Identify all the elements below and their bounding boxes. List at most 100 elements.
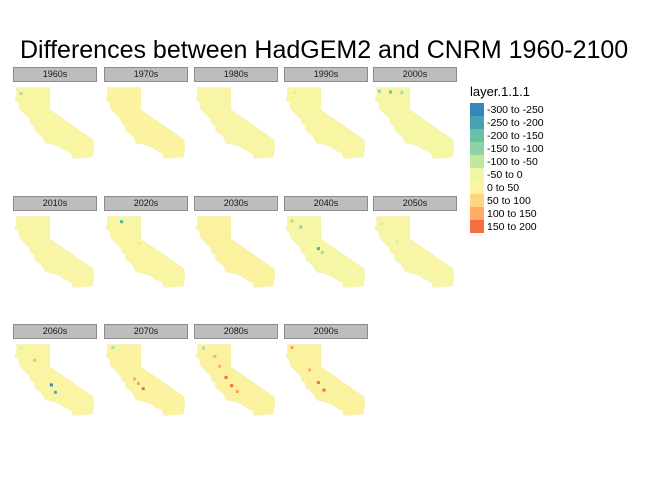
state-region (195, 216, 276, 288)
legend-item: -150 to -100 (470, 142, 544, 155)
map-panel-2060s: 2060s (13, 324, 97, 436)
difference-cell (230, 384, 234, 388)
legend-item: -50 to 0 (470, 168, 544, 181)
california-map (374, 216, 455, 288)
difference-cell (292, 91, 296, 95)
difference-cell (19, 92, 23, 95)
legend-item: -200 to -150 (470, 129, 544, 142)
california-map (195, 344, 276, 416)
state-region (14, 87, 95, 159)
difference-cell (53, 390, 57, 394)
california-map (14, 87, 95, 159)
map-panel-2050s: 2050s (373, 196, 457, 308)
difference-cell (290, 346, 294, 349)
map-panel-2040s: 2040s (284, 196, 368, 308)
difference-cell (235, 390, 239, 394)
california-map (374, 87, 455, 159)
california-map (195, 87, 276, 159)
state-region (105, 87, 186, 159)
california-map (105, 344, 186, 416)
map-panel-2020s: 2020s (104, 196, 188, 308)
legend-swatch (470, 103, 484, 116)
legend-item: -300 to -250 (470, 103, 544, 116)
legend-swatch (470, 194, 484, 207)
panel-strip-label: 1980s (194, 67, 278, 82)
difference-cell (137, 241, 141, 245)
difference-cell (322, 388, 326, 392)
legend-swatch (470, 129, 484, 142)
difference-cell (316, 247, 320, 251)
state-region (285, 216, 366, 288)
legend-item: -250 to -200 (470, 116, 544, 129)
panel-strip-label: 1970s (104, 67, 188, 82)
panel-strip-label: 2070s (104, 324, 188, 339)
map-panel-2010s: 2010s (13, 196, 97, 308)
legend-swatch (470, 220, 484, 233)
figure-title: Differences between HadGEM2 and CNRM 196… (20, 36, 629, 64)
state-region (285, 344, 366, 416)
panel-strip-label: 2030s (194, 196, 278, 211)
difference-cell (213, 355, 217, 358)
legend-item: -100 to -50 (470, 155, 544, 168)
california-map (195, 216, 276, 288)
map-panel-1980s: 1980s (194, 67, 278, 179)
california-map (105, 87, 186, 159)
california-map (285, 344, 366, 416)
panel-strip-label: 1990s (284, 67, 368, 82)
legend-title: layer.1.1.1 (470, 84, 530, 99)
difference-cell (395, 240, 399, 244)
difference-cell (400, 91, 404, 95)
state-region (195, 344, 276, 416)
legend-item: 150 to 200 (470, 220, 544, 233)
legend-label: 50 to 100 (487, 194, 531, 207)
difference-cell (380, 222, 384, 226)
state-region (195, 87, 276, 159)
legend-swatch (470, 168, 484, 181)
panel-strip-label: 2090s (284, 324, 368, 339)
difference-cell (33, 358, 37, 362)
legend-label: 150 to 200 (487, 220, 537, 233)
california-map (285, 216, 366, 288)
difference-cell (141, 387, 145, 391)
legend-swatch (470, 155, 484, 168)
difference-cell (299, 225, 303, 229)
difference-cell (308, 368, 312, 372)
legend-swatch (470, 142, 484, 155)
legend-label: 100 to 150 (487, 207, 537, 220)
difference-cell (224, 375, 228, 379)
map-panel-2090s: 2090s (284, 324, 368, 436)
state-region (105, 344, 186, 416)
legend-label: -300 to -250 (487, 103, 544, 116)
legend-item: 50 to 100 (470, 194, 544, 207)
panel-strip-label: 2000s (373, 67, 457, 82)
state-region (374, 216, 455, 288)
legend-item: 0 to 50 (470, 181, 544, 194)
california-map (285, 87, 366, 159)
california-map (105, 216, 186, 288)
state-region (374, 87, 455, 159)
difference-cell (19, 346, 23, 350)
state-region (14, 216, 95, 288)
difference-cell (218, 364, 222, 368)
difference-cell (136, 381, 140, 385)
map-panel-2030s: 2030s (194, 196, 278, 308)
legend-label: -150 to -100 (487, 142, 544, 155)
map-panel-1990s: 1990s (284, 67, 368, 179)
legend-swatch (470, 116, 484, 129)
legend-label: -50 to 0 (487, 168, 523, 181)
panel-strip-label: 2060s (13, 324, 97, 339)
legend-label: -250 to -200 (487, 116, 544, 129)
legend-label: -100 to -50 (487, 155, 538, 168)
difference-cell (290, 219, 294, 223)
difference-cell (132, 377, 136, 381)
panel-strip-label: 2080s (194, 324, 278, 339)
state-region (285, 87, 366, 159)
map-panel-1970s: 1970s (104, 67, 188, 179)
california-map (14, 216, 95, 288)
difference-cell (111, 346, 115, 349)
difference-cell (120, 220, 124, 224)
state-region (14, 344, 95, 416)
legend-items: -300 to -250 -250 to -200 -200 to -150 -150… (470, 103, 544, 233)
map-panel-1960s: 1960s (13, 67, 97, 179)
difference-cell (377, 89, 381, 93)
